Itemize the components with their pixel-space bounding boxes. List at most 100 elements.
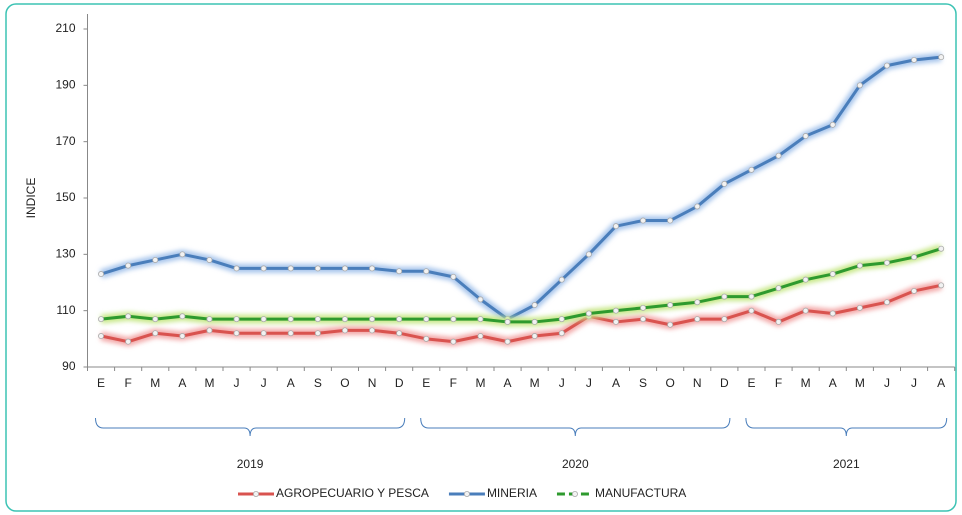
point bbox=[911, 287, 918, 294]
point bbox=[98, 333, 105, 340]
x-tick-label: D bbox=[720, 376, 729, 390]
x-tick-label: M bbox=[150, 376, 160, 390]
x-tick-label: A bbox=[937, 376, 945, 390]
point bbox=[531, 318, 538, 325]
frame bbox=[5, 3, 957, 512]
point bbox=[396, 268, 403, 275]
point bbox=[938, 54, 945, 61]
point bbox=[883, 62, 890, 69]
point bbox=[152, 316, 159, 323]
group-label: 2019 bbox=[237, 457, 264, 471]
point bbox=[612, 307, 619, 314]
point bbox=[667, 321, 674, 328]
group-label: 2020 bbox=[562, 457, 589, 471]
point bbox=[856, 262, 863, 269]
point bbox=[883, 259, 890, 266]
x-tick-label: J bbox=[911, 376, 917, 390]
point bbox=[423, 335, 430, 342]
point bbox=[558, 316, 565, 323]
legend-marker bbox=[252, 490, 259, 497]
x-tick-label: S bbox=[639, 376, 647, 390]
x-tick-label: J bbox=[234, 376, 240, 390]
point bbox=[152, 330, 159, 337]
point bbox=[585, 251, 592, 258]
point bbox=[558, 276, 565, 283]
point bbox=[829, 121, 836, 128]
x-tick-label: E bbox=[97, 376, 105, 390]
point bbox=[450, 273, 457, 280]
point bbox=[694, 203, 701, 210]
x-tick-label: A bbox=[178, 376, 186, 390]
x-tick-label: O bbox=[665, 376, 674, 390]
point bbox=[667, 217, 674, 224]
point bbox=[341, 316, 348, 323]
x-tick-label: J bbox=[884, 376, 890, 390]
point bbox=[640, 304, 647, 311]
point bbox=[396, 330, 403, 337]
point bbox=[233, 265, 240, 272]
point bbox=[585, 310, 592, 317]
point bbox=[98, 316, 105, 323]
point bbox=[260, 265, 267, 272]
point bbox=[423, 316, 430, 323]
point bbox=[206, 316, 213, 323]
point bbox=[938, 245, 945, 252]
y-tick-label: 170 bbox=[55, 134, 75, 148]
point bbox=[152, 256, 159, 263]
series-line bbox=[100, 247, 942, 324]
legend-label: MANUFACTURA bbox=[595, 486, 686, 500]
point bbox=[369, 327, 376, 334]
legend-label: AGROPECUARIO Y PESCA bbox=[276, 486, 429, 500]
x-tick-label: F bbox=[124, 376, 131, 390]
point bbox=[612, 318, 619, 325]
series-line bbox=[100, 55, 942, 321]
group-brace bbox=[95, 417, 406, 437]
point bbox=[856, 304, 863, 311]
x-tick-label: M bbox=[475, 376, 485, 390]
point bbox=[775, 152, 782, 159]
x-tick-label: A bbox=[829, 376, 837, 390]
series-line bbox=[100, 283, 942, 344]
point bbox=[856, 82, 863, 89]
y-axis-label: INDICE bbox=[24, 178, 38, 219]
point bbox=[125, 338, 132, 345]
point bbox=[314, 316, 321, 323]
point bbox=[206, 327, 213, 334]
point bbox=[369, 316, 376, 323]
point bbox=[640, 217, 647, 224]
y-tick-label: 190 bbox=[55, 78, 75, 92]
y-tick-label: 150 bbox=[55, 190, 75, 204]
point bbox=[775, 318, 782, 325]
point bbox=[450, 338, 457, 345]
point bbox=[748, 307, 755, 314]
group-label: 2021 bbox=[833, 457, 860, 471]
point bbox=[938, 282, 945, 289]
point bbox=[233, 316, 240, 323]
point bbox=[260, 330, 267, 337]
point bbox=[802, 307, 809, 314]
point bbox=[179, 251, 186, 258]
point bbox=[287, 265, 294, 272]
point bbox=[612, 223, 619, 230]
point bbox=[260, 316, 267, 323]
point bbox=[287, 330, 294, 337]
y-tick-label: 110 bbox=[56, 303, 75, 317]
point bbox=[477, 333, 484, 340]
x-tick-label: J bbox=[586, 376, 592, 390]
point bbox=[829, 271, 836, 278]
point bbox=[558, 330, 565, 337]
point bbox=[829, 310, 836, 317]
point bbox=[233, 330, 240, 337]
point bbox=[531, 302, 538, 309]
point bbox=[531, 333, 538, 340]
x-tick-label: J bbox=[261, 376, 267, 390]
point bbox=[477, 316, 484, 323]
point bbox=[98, 271, 105, 278]
x-tick-label: J bbox=[559, 376, 565, 390]
y-tick-label: 130 bbox=[55, 247, 75, 261]
x-tick-label: O bbox=[340, 376, 349, 390]
x-tick-label: M bbox=[801, 376, 811, 390]
point bbox=[477, 296, 484, 303]
